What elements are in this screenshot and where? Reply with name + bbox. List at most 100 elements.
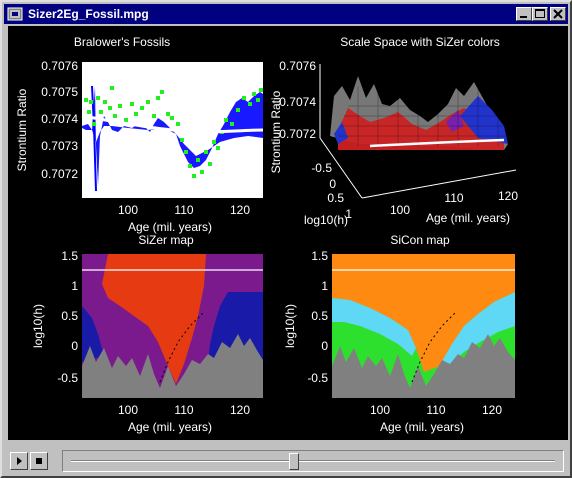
y-tick-label: 0.7076 — [41, 59, 78, 73]
data-point — [84, 98, 88, 102]
sicon-title: SiCon map — [390, 233, 450, 247]
y-tick-label: 0.5 — [311, 309, 328, 323]
close-button[interactable] — [550, 7, 566, 21]
sizer-xlabel: Age (mil. years) — [128, 420, 212, 434]
play-icon — [17, 457, 22, 465]
data-point — [230, 122, 234, 126]
y-tick-label: 0.7074 — [41, 112, 78, 126]
data-point — [92, 122, 96, 126]
y-tick-label: 1 — [321, 279, 328, 293]
data-point — [152, 114, 156, 118]
maximize-button[interactable] — [532, 7, 548, 21]
y-tick-label: 0.5 — [61, 309, 78, 323]
data-point — [96, 96, 100, 100]
sizer-dotted-guide — [159, 311, 205, 383]
data-point — [188, 164, 192, 168]
x-tick-label: 120 — [498, 189, 518, 203]
data-point — [184, 150, 188, 154]
sicon-cyan-left — [332, 298, 416, 356]
x-tick-label: 100 — [118, 403, 138, 417]
data-point — [252, 92, 256, 96]
data-point — [113, 114, 117, 118]
x-tick-label: 110 — [174, 203, 193, 217]
y-tick-label: 1 — [71, 279, 78, 293]
x-axis-line — [361, 169, 517, 199]
data-point — [89, 100, 93, 104]
window-title: Sizer2Eg_Fossil.mpg — [28, 7, 149, 21]
surface-purple — [446, 110, 464, 132]
video-frame: Bralower's Fossils — [8, 26, 568, 440]
data-point — [180, 138, 184, 142]
h-tick-label: 1 — [345, 207, 352, 221]
data-point — [224, 118, 228, 122]
sizer-ylabel: log10(h) — [31, 304, 45, 348]
stop-icon — [36, 458, 42, 464]
sizer-blue-left — [82, 306, 104, 362]
seek-slider[interactable] — [62, 450, 564, 472]
x-tick-label: 110 — [174, 403, 193, 417]
data-point — [200, 170, 204, 174]
scalespace-plot: Scale Space with SiZer colors — [269, 35, 518, 227]
sicon-dotted-guide — [411, 311, 457, 383]
x-tick-label: 110 — [444, 191, 463, 205]
seek-thumb[interactable] — [289, 453, 300, 470]
data-point — [156, 96, 160, 100]
data-point — [204, 150, 208, 154]
sicon-gray-region — [332, 334, 515, 398]
data-point — [166, 112, 170, 116]
scalespace-smooth-curve — [369, 138, 505, 148]
data-point — [146, 100, 150, 104]
data-point — [248, 102, 252, 106]
z-tick-label: 0.7072 — [279, 127, 316, 141]
data-point — [103, 100, 107, 104]
scalespace-title: Scale Space with SiZer colors — [340, 35, 499, 49]
sizer-title: SiZer map — [138, 233, 194, 247]
sicon-cyan-right — [438, 292, 515, 368]
y-tick-label: -0.5 — [307, 371, 328, 385]
data-point — [170, 116, 174, 120]
y-tick-label: 0.7072 — [41, 167, 78, 181]
data-point — [110, 86, 114, 90]
data-point — [196, 158, 200, 162]
x-tick-label: 100 — [370, 403, 390, 417]
play-button[interactable] — [10, 452, 28, 470]
x-tick-label: 100 — [390, 203, 410, 217]
x-tick-label: 120 — [230, 203, 250, 217]
z-tick-label: 0.7076 — [279, 59, 316, 73]
minimize-icon — [520, 16, 527, 18]
title-bar[interactable]: Sizer2Eg_Fossil.mpg — [4, 4, 568, 24]
h-tick-label: -0.5 — [311, 161, 332, 175]
sizer-red-region — [102, 254, 206, 384]
data-point — [99, 110, 103, 114]
data-point — [216, 146, 220, 150]
minimize-button[interactable] — [516, 7, 532, 21]
fossils-xlabel: Age (mil. years) — [128, 220, 212, 234]
data-point — [259, 88, 263, 92]
data-point — [108, 106, 112, 110]
fossils-data-points — [84, 86, 263, 178]
seek-groove — [71, 460, 555, 462]
sicon-ylabel: log10(h) — [283, 304, 297, 348]
data-point — [192, 174, 196, 178]
y-tick-label: 1.5 — [61, 249, 78, 263]
x-tick-label: 110 — [426, 403, 445, 417]
y-tick-label: 0 — [71, 339, 78, 353]
scalespace-hlabel: log10(h) — [304, 213, 348, 227]
data-point — [118, 104, 122, 108]
data-point — [130, 102, 134, 106]
maximize-icon — [535, 9, 545, 18]
scalespace-zlabel: Strontium Ratio — [269, 90, 283, 173]
x-tick-label: 100 — [118, 203, 138, 217]
stop-button[interactable] — [30, 452, 48, 470]
fossils-ylabel: Strontium Ratio — [15, 88, 29, 171]
film-icon — [7, 7, 23, 21]
fossils-blue-band — [82, 86, 263, 186]
fossils-title: Bralower's Fossils — [74, 35, 170, 49]
fossils-plot: Bralower's Fossils — [15, 35, 264, 234]
fossils-smooth-curve — [81, 114, 264, 134]
data-point — [212, 140, 216, 144]
x-tick-label: 120 — [482, 403, 502, 417]
x-tick-label: 120 — [230, 403, 250, 417]
sicon-xlabel: Age (mil. years) — [380, 420, 464, 434]
